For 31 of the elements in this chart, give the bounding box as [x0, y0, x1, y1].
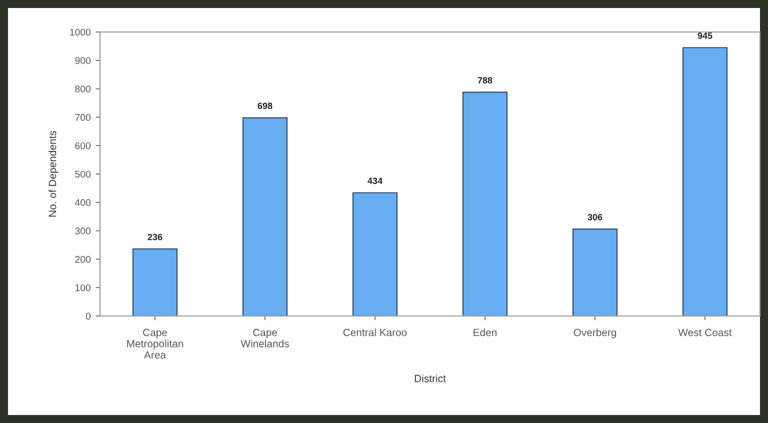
y-tick-label: 0	[86, 312, 91, 320]
bar	[462, 92, 508, 316]
y-tick-label: 500	[75, 170, 91, 178]
y-tick-label: 600	[75, 142, 91, 150]
x-tick-label: Eden	[474, 328, 496, 336]
bar	[572, 228, 618, 316]
x-tick-label: Overberg	[574, 328, 616, 338]
y-tick-label: 400	[74, 199, 91, 206]
y-tick-label: 1000	[70, 28, 91, 36]
bar	[132, 248, 178, 316]
data-label: 945	[698, 32, 712, 39]
data-label: 434	[368, 178, 382, 184]
bar	[352, 192, 398, 316]
data-label: 306	[588, 214, 602, 220]
y-tick-label: 100	[75, 284, 91, 292]
data-label: 236	[148, 234, 162, 240]
x-tick-label: Cape Winelands	[240, 328, 289, 348]
y-tick-label: 200	[75, 256, 91, 263]
y-tick-label: 800	[75, 86, 91, 92]
x-axis-title: District	[414, 374, 446, 382]
data-label: 788	[478, 77, 492, 84]
y-axis-title: No. of Dependents	[48, 130, 58, 217]
x-tick-label: Cape Metropolitan Area	[127, 328, 183, 359]
x-tick-label: West Coast	[678, 328, 732, 336]
bar	[242, 117, 288, 316]
bar	[682, 47, 728, 316]
y-tick-label: 300	[75, 228, 91, 234]
data-label: 698	[258, 102, 272, 110]
y-tick-label: 900	[75, 57, 91, 64]
y-tick-label: 700	[75, 114, 91, 121]
x-tick-label: Central Karoo	[343, 328, 407, 336]
